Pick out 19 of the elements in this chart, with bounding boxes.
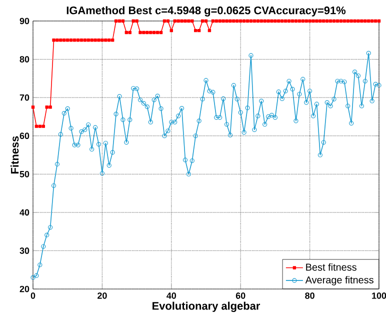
x-tick-label: 100 [372,292,386,299]
x-tick-label: 60 [236,292,246,299]
y-tick-label: 20 [20,286,30,292]
x-tick-label: 20 [98,292,107,299]
x-tick-label: 80 [305,292,314,299]
legend-label: Best fitness [306,263,356,271]
y-axis-title: Fitness [10,136,19,174]
x-axis-title: Evolutionary algebar [152,302,260,312]
y-tick-label: 80 [20,56,30,62]
y-tick-label: 60 [20,132,30,140]
y-tick-label: 90 [20,18,30,24]
y-tick-label: 70 [20,94,30,101]
legend-label: Average fitness [305,276,374,286]
y-tick-label: 30 [20,248,30,254]
x-tick-label: 40 [166,292,176,299]
y-tick-label: 50 [20,170,30,178]
chart-title: IGAmethod Best c=4.5948 g=0.0625 CVAccuracy=91% [66,6,346,16]
y-tick-label: 40 [20,209,30,216]
x-tick-label: 0 [30,292,36,299]
